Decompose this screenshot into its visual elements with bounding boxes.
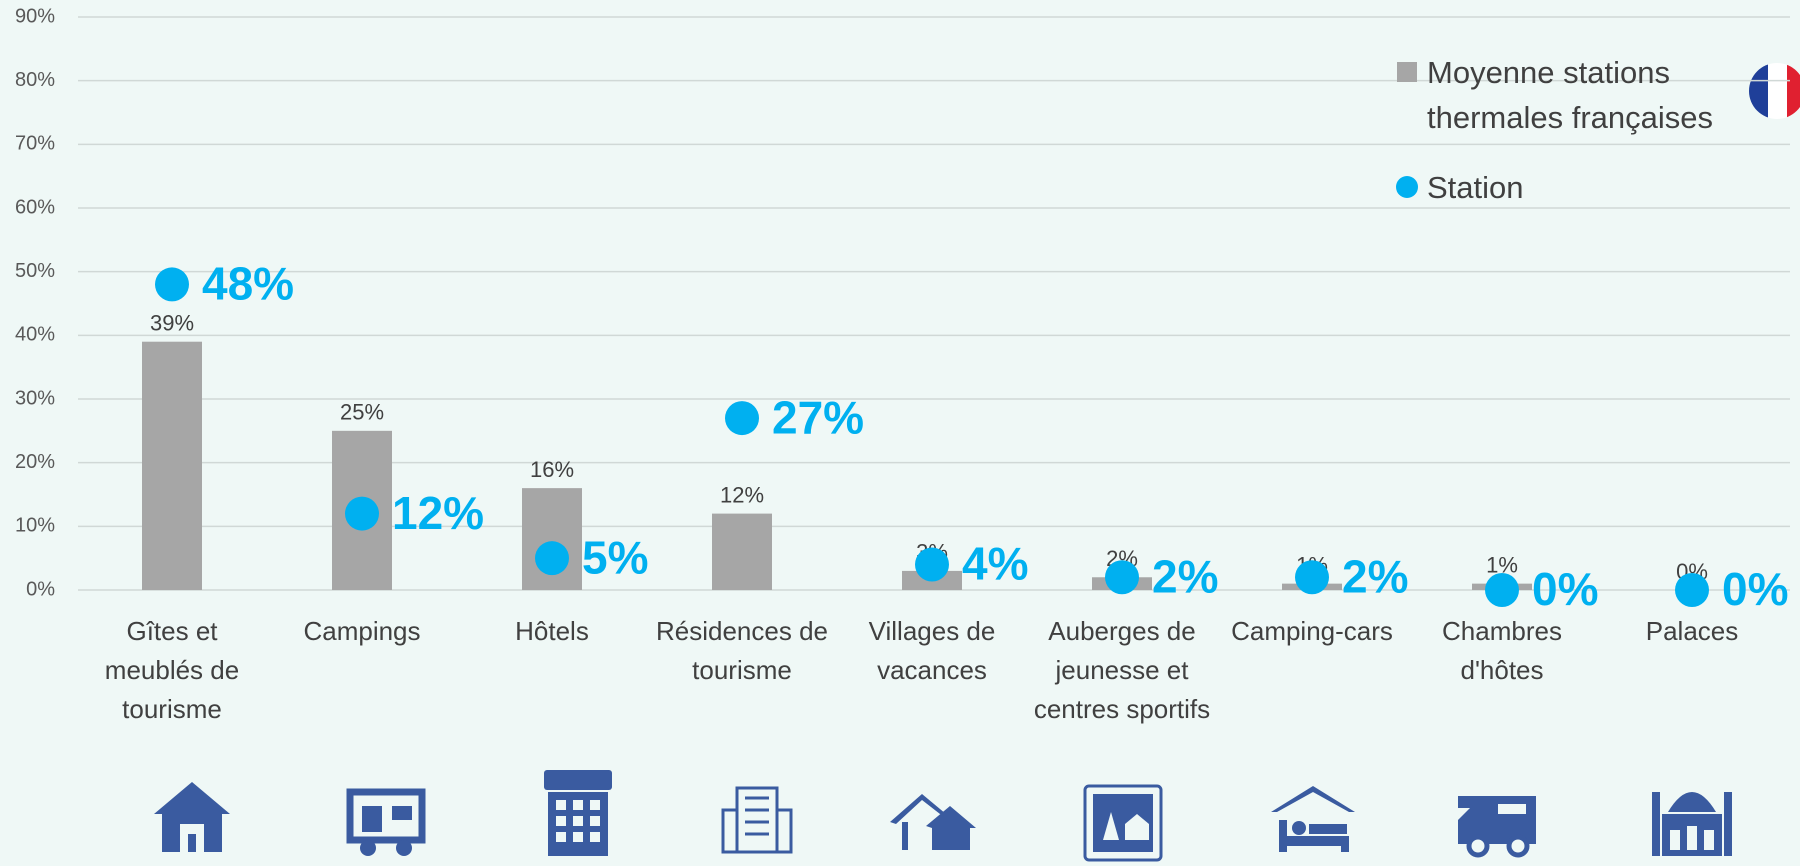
y-tick-label: 60%	[15, 196, 55, 218]
y-tick-label: 50%	[15, 260, 55, 282]
x-tick-label: Chambres d'hôtes	[1442, 616, 1562, 685]
icon-hotel	[544, 770, 612, 856]
dot-value-label: 48%	[202, 258, 294, 310]
bar-value-label: 39%	[150, 311, 194, 336]
dot	[915, 547, 949, 582]
icons	[154, 770, 1732, 862]
legend-label: Moyenne stations thermales françaises	[1427, 55, 1714, 135]
x-tick-label: Hôtels	[515, 616, 589, 646]
dot-value-label: 12%	[392, 487, 484, 539]
dot-value-label: 0%	[1722, 563, 1788, 615]
x-tick-label: Villages de vacances	[868, 616, 996, 685]
y-tick-label: 80%	[15, 69, 55, 91]
legend-swatch	[1397, 62, 1417, 82]
icon-campervan	[1458, 796, 1536, 858]
dot	[535, 541, 569, 576]
bar-value-label: 12%	[720, 482, 764, 507]
bar	[142, 341, 202, 590]
dot-value-label: 5%	[582, 531, 648, 583]
y-tick-label: 70%	[15, 133, 55, 155]
icon-bed	[1271, 786, 1355, 852]
y-tick-label: 0%	[26, 578, 55, 600]
dot-value-label: 2%	[1152, 550, 1218, 602]
x-tick-label: Résidences de tourisme	[656, 616, 828, 685]
icon-palace	[1652, 792, 1732, 856]
dot-value-label: 27%	[772, 391, 864, 443]
dot	[1295, 560, 1329, 595]
icon-residence	[721, 786, 793, 854]
dot-value-label: 0%	[1532, 563, 1598, 615]
y-tick-label: 20%	[15, 451, 55, 473]
legend-swatch	[1396, 176, 1418, 198]
y-tick-label: 30%	[15, 387, 55, 409]
bar-value-label: 16%	[530, 457, 574, 482]
dot	[1675, 573, 1709, 607]
bar-value-label: 25%	[340, 400, 384, 425]
dot	[1105, 560, 1139, 595]
icon-auberge	[1083, 784, 1163, 862]
dot-value-label: 4%	[962, 538, 1028, 590]
x-tick-label: Palaces	[1645, 616, 1739, 646]
icon-house	[154, 782, 230, 852]
icon-village	[890, 794, 976, 850]
x-tick-label: Gîtes et meublés de tourisme	[104, 616, 240, 724]
y-tick-label: 90%	[15, 5, 55, 27]
x-tick-label: Camping-cars	[1231, 616, 1393, 646]
icon-caravan	[346, 788, 426, 856]
x-tick-label: Campings	[303, 616, 421, 646]
dot	[155, 267, 189, 302]
flag	[1749, 63, 1800, 119]
dot	[725, 401, 759, 436]
legend-label: Station	[1427, 170, 1524, 205]
dot-value-label: 2%	[1342, 550, 1408, 602]
y-tick-label: 40%	[15, 324, 55, 346]
dot	[1485, 573, 1519, 607]
y-tick-label: 10%	[15, 515, 55, 537]
x-tick-label: Auberges de jeunesse et centres sportifs	[1033, 616, 1211, 724]
bar	[712, 513, 772, 590]
dot	[345, 496, 379, 531]
